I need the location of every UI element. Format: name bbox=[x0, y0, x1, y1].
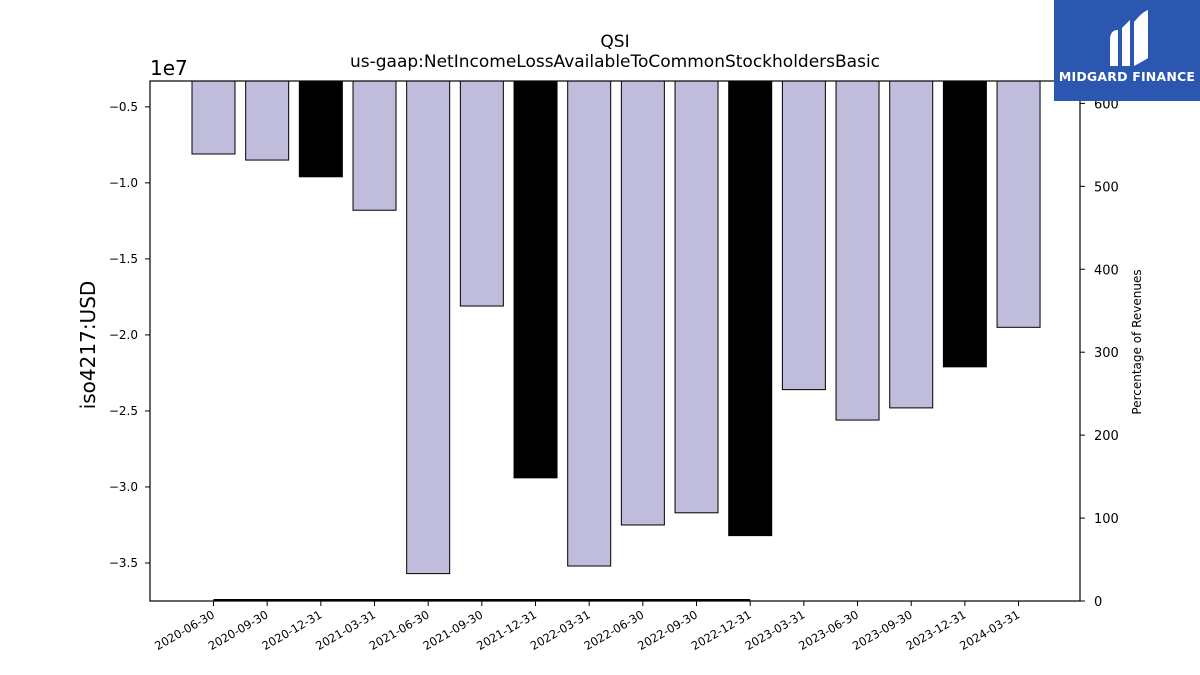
bar-2022-06-30 bbox=[620, 80, 665, 526]
y2-tick-label: 0 bbox=[1094, 595, 1102, 610]
x-tick-label: 2021-06-30 bbox=[367, 607, 432, 653]
y-tick-label: −1.0 bbox=[109, 176, 138, 190]
x-tick-label: 2020-06-30 bbox=[152, 607, 217, 653]
y-axis-label: iso4217:USD bbox=[76, 280, 100, 410]
x-tick-label: 2021-12-31 bbox=[474, 607, 539, 653]
y-tick-label: −1.5 bbox=[109, 252, 138, 266]
x-tick-label: 2024-03-31 bbox=[957, 607, 1022, 653]
y2-tick-label: 500 bbox=[1094, 180, 1119, 195]
x-tick-label: 2022-09-30 bbox=[635, 607, 700, 653]
logo-text: MIDGARD FINANCE bbox=[1058, 69, 1196, 84]
bar-2023-06-30 bbox=[835, 80, 880, 421]
bar-2021-03-31 bbox=[352, 80, 397, 211]
bar-2021-09-30 bbox=[459, 80, 504, 307]
y2-axis: 0 100 200 300 400 500 600 bbox=[213, 97, 1119, 610]
y-tick-label: −3.5 bbox=[109, 556, 138, 570]
bar-2020-09-30 bbox=[245, 80, 290, 161]
chart-title: QSI bbox=[600, 32, 630, 52]
y-tick-label: −2.0 bbox=[109, 328, 138, 342]
x-tick-label: 2023-06-30 bbox=[796, 607, 861, 653]
bar-2024-03-31 bbox=[996, 80, 1041, 328]
y-tick-label: −2.5 bbox=[109, 404, 138, 418]
x-tick-label: 2023-12-31 bbox=[903, 607, 968, 653]
y-offset-label: 1e7 bbox=[150, 56, 188, 80]
x-tick-label: 2023-09-30 bbox=[850, 607, 915, 653]
logo-mark-icon bbox=[1110, 10, 1148, 66]
y2-tick-label: 600 bbox=[1094, 97, 1119, 112]
plot-frame bbox=[149, 80, 1081, 602]
x-tick-label: 2020-09-30 bbox=[206, 607, 271, 653]
y-tick-label: −0.5 bbox=[109, 100, 138, 114]
logo: MIDGARD FINANCE bbox=[1054, 0, 1200, 101]
chart-subtitle: us-gaap:NetIncomeLossAvailableToCommonSt… bbox=[349, 52, 881, 72]
plot-border bbox=[149, 80, 1081, 602]
bar-2021-06-30 bbox=[406, 80, 451, 575]
y-axis: −0.5 −1.0 −1.5 −2.0 −2.5 −3.0 −3.5 bbox=[109, 100, 150, 570]
bar-2020-12-31 bbox=[298, 80, 343, 178]
bar-2022-03-31 bbox=[567, 80, 612, 567]
bar-2023-09-30 bbox=[889, 80, 934, 409]
x-tick-label: 2022-12-31 bbox=[689, 607, 754, 653]
bars-group bbox=[191, 80, 1041, 575]
bar-2021-12-31 bbox=[513, 80, 558, 479]
x-tick-label: 2021-03-31 bbox=[313, 607, 378, 653]
bar-2023-12-31 bbox=[942, 80, 987, 368]
x-tick-label: 2022-03-31 bbox=[528, 607, 593, 653]
x-tick-label: 2020-12-31 bbox=[259, 607, 324, 653]
y2-tick-label: 200 bbox=[1094, 429, 1119, 444]
bar-2023-03-31 bbox=[781, 80, 826, 391]
y2-tick-label: 400 bbox=[1094, 263, 1119, 278]
y2-tick-label: 300 bbox=[1094, 346, 1119, 361]
bar-2022-09-30 bbox=[674, 80, 719, 514]
x-tick-label: 2023-03-31 bbox=[742, 607, 807, 653]
y2-axis-label: Percentage of Revenues bbox=[1130, 269, 1144, 415]
x-axis: 2020-06-302020-09-302020-12-312021-03-31… bbox=[152, 601, 1022, 653]
bar-2020-06-30 bbox=[191, 80, 236, 155]
y-tick-label: −3.0 bbox=[109, 480, 138, 494]
x-tick-label: 2021-09-30 bbox=[420, 607, 485, 653]
y2-tick-label: 100 bbox=[1094, 512, 1119, 527]
x-tick-label: 2022-06-30 bbox=[581, 607, 646, 653]
bar-2022-12-31 bbox=[728, 80, 773, 537]
